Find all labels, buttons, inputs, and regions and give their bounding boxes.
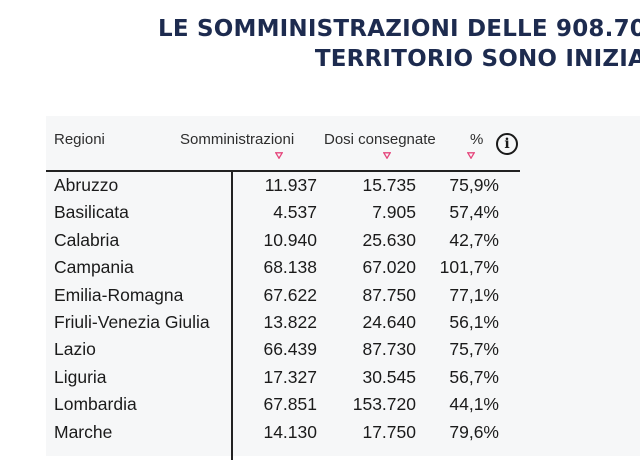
header-divider [46,170,520,172]
header-percent[interactable]: % [470,131,484,148]
percent-cell: 77,1% [449,284,499,305]
table-row: Calabria 10.940 25.630 42,7% [0,227,640,254]
table-row: Friuli-Venezia Giulia 13.822 24.640 56,1% [0,309,640,336]
administrations-cell: 13.822 [263,312,317,332]
region-cell: Marche [54,421,113,442]
region-cell: Abruzzo [54,175,119,195]
table-panel [46,116,640,456]
administrations-cell: 17.327 [263,366,317,387]
percent-cell: 79,6% [449,421,499,442]
percent-cell: 42,7% [449,229,499,250]
column-divider [231,170,233,460]
percent-cell: 57,4% [449,202,499,223]
percent-cell: 56,1% [449,312,499,332]
percent-cell: 44,1% [449,394,499,415]
sort-down-icon[interactable] [467,152,475,159]
sort-down-icon[interactable] [275,152,283,159]
info-icon[interactable]: i [496,133,518,155]
administrations-cell: 68.138 [263,257,317,278]
doses-cell: 17.750 [362,421,416,442]
region-cell: Friuli-Venezia Giulia [54,312,210,332]
headline-line-2: TERRITORIO SONO INIZIA [314,46,640,72]
doses-cell: 25.630 [362,229,416,250]
sort-down-icon[interactable] [383,152,391,159]
doses-cell: 30.545 [362,366,416,387]
table-row: Lazio 66.439 87.730 75,7% [0,336,640,363]
table-row: Emilia-Romagna 67.622 87.750 77,1% [0,282,640,309]
percent-cell: 101,7% [439,257,499,278]
administrations-cell: 66.439 [263,339,317,360]
header-dosi-consegnate[interactable]: Dosi consegnate [324,131,436,148]
percent-cell: 75,9% [449,175,499,195]
table-row: Marche 14.130 17.750 79,6% [0,419,640,446]
administrations-cell: 67.851 [263,394,317,415]
header-regioni[interactable]: Regioni [54,131,105,148]
administrations-cell: 4.537 [273,202,317,223]
table-row: Campania 68.138 67.020 101,7% [0,254,640,281]
doses-cell: 24.640 [362,312,416,332]
headline: LE SOMMINISTRAZIONI DELLE 908.70 TERRITO… [158,14,640,74]
administrations-cell: 10.940 [263,229,317,250]
doses-cell: 67.020 [362,257,416,278]
table-row: Liguria 17.327 30.545 56,7% [0,364,640,391]
doses-cell: 15.735 [362,175,416,195]
doses-cell: 87.750 [362,284,416,305]
region-cell: Lazio [54,339,96,360]
administrations-cell: 11.937 [264,175,317,195]
percent-cell: 56,7% [449,366,499,387]
region-cell: Emilia-Romagna [54,284,184,305]
region-cell: Calabria [54,229,120,250]
table-row: Lombardia 67.851 153.720 44,1% [0,391,640,418]
region-cell: Campania [54,257,134,278]
region-cell: Basilicata [54,202,129,223]
doses-cell: 87.730 [362,339,416,360]
headline-line-1: LE SOMMINISTRAZIONI DELLE 908.70 [158,16,640,42]
percent-cell: 75,7% [449,339,499,360]
doses-cell: 153.720 [352,394,416,415]
region-cell: Lombardia [54,394,137,415]
administrations-cell: 14.130 [263,421,317,442]
administrations-cell: 67.622 [263,284,317,305]
header-somministrazioni[interactable]: Somministrazioni [180,131,295,148]
region-cell: Liguria [54,366,107,387]
table-row: Abruzzo 11.937 15.735 75,9% [0,172,640,199]
doses-cell: 7.905 [372,202,416,223]
table-row: Basilicata 4.537 7.905 57,4% [0,199,640,226]
